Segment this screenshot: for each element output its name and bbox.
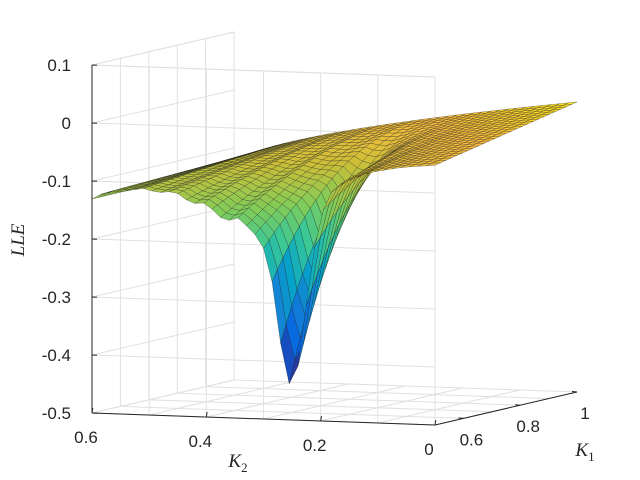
- k2-tick-mark: [91, 407, 94, 414]
- k2-tick-mark: [205, 411, 208, 418]
- k1-tick-label: 0.8: [516, 417, 540, 436]
- k2-tick-labels: 0.6 0.4 0.2 0: [74, 428, 434, 459]
- k2-tick-label: 0: [424, 440, 433, 459]
- surface-patch: [426, 162, 441, 166]
- k2-axis-label: K2: [227, 451, 247, 475]
- surface: [91, 101, 578, 384]
- grid-line: [91, 147, 235, 182]
- k2-tick-label: 0.2: [303, 436, 327, 455]
- k2-tick-mark: [320, 415, 322, 422]
- k2-tick-label: 0.4: [189, 432, 213, 451]
- axes: [91, 64, 578, 426]
- k1-tick-label: 1: [580, 404, 589, 423]
- axis-labels: LLE K2 K1: [8, 223, 595, 475]
- z-axis-label: LLE: [8, 223, 29, 257]
- k2-tick-label: 0.6: [74, 428, 98, 447]
- grid-line: [176, 45, 521, 406]
- k1-tick-mark: [458, 417, 464, 419]
- z-tick-label: -0.2: [42, 230, 71, 249]
- box-edge: [91, 31, 436, 78]
- k1-tick-labels: 0.6 0.8 1: [460, 404, 590, 449]
- z-tick-label: -0.1: [42, 172, 71, 191]
- k1-tick-mark: [515, 404, 521, 406]
- z-tick-label: -0.3: [42, 288, 71, 307]
- k2-tick-mark: [434, 419, 437, 426]
- grid-line: [91, 205, 235, 240]
- z-tick-label: -0.5: [42, 404, 71, 423]
- k1-axis-label: K1: [574, 440, 594, 464]
- z-tick-labels: 0.1 0 -0.1 -0.2 -0.3 -0.4 -0.5: [42, 56, 71, 423]
- grid-line: [91, 321, 235, 356]
- k2-axis-line: [91, 412, 436, 426]
- k1-tick-mark: [571, 391, 578, 393]
- z-tick-label: 0: [62, 114, 71, 133]
- grid-line: [91, 263, 235, 298]
- z-tick-label: 0.1: [47, 56, 71, 75]
- k1-tick-label: 0.6: [460, 430, 484, 449]
- z-tick-label: -0.4: [42, 346, 71, 365]
- k1-axis-line: [434, 391, 578, 426]
- grid-line: [91, 89, 235, 124]
- grid-line: [91, 65, 235, 414]
